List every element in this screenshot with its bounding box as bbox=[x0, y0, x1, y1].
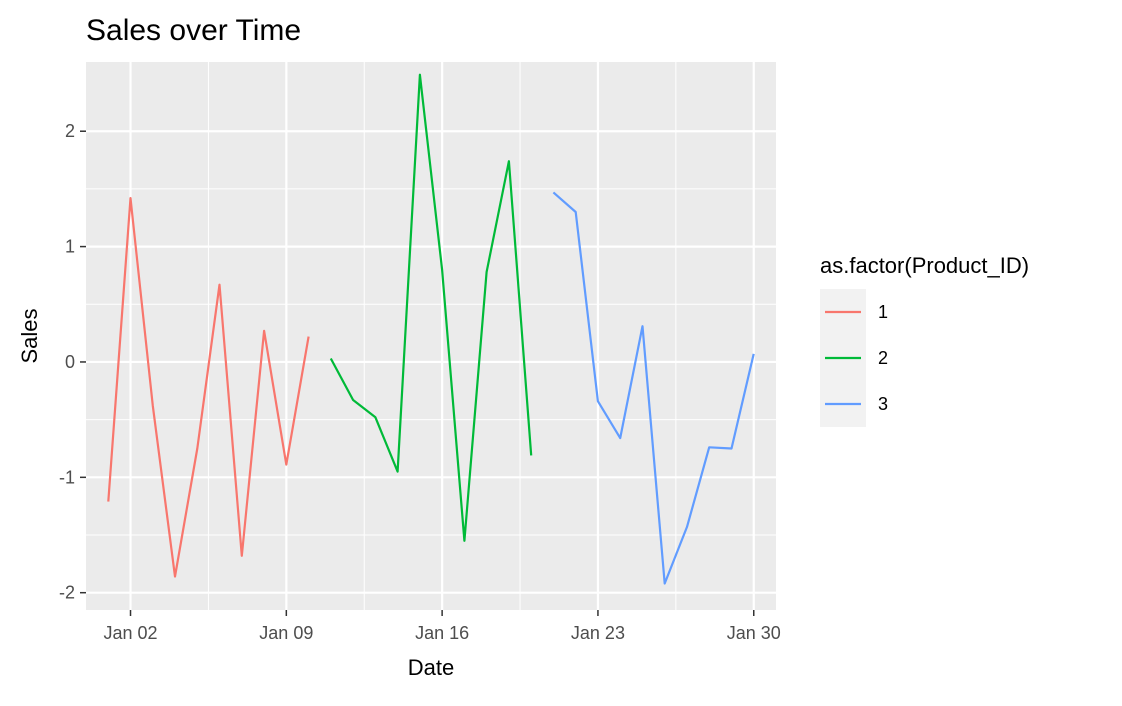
y-tick-label: 1 bbox=[65, 237, 75, 257]
legend-label-1: 1 bbox=[878, 302, 888, 322]
legend-label-2: 2 bbox=[878, 348, 888, 368]
y-axis: 2 1 0 -1 -2 bbox=[59, 121, 86, 603]
legend-title: as.factor(Product_ID) bbox=[820, 253, 1029, 278]
series-line-1 bbox=[107, 197, 310, 578]
y-axis-title: Sales bbox=[17, 308, 42, 363]
x-tick-label: Jan 09 bbox=[259, 623, 313, 643]
legend: as.factor(Product_ID) 1 2 3 bbox=[820, 253, 1029, 427]
series-line-3 bbox=[552, 191, 755, 585]
x-axis: Jan 02 Jan 09 Jan 16 Jan 23 Jan 30 bbox=[103, 610, 781, 643]
x-tick-label: Jan 16 bbox=[415, 623, 469, 643]
grid-layer bbox=[86, 62, 776, 610]
y-tick-label: 2 bbox=[65, 121, 75, 141]
series-line-2 bbox=[329, 73, 533, 542]
y-tick-label: -1 bbox=[59, 467, 75, 487]
y-tick-label: -2 bbox=[59, 583, 75, 603]
chart-title: Sales over Time bbox=[86, 14, 301, 47]
x-tick-label: Jan 02 bbox=[103, 623, 157, 643]
series-layer bbox=[107, 73, 755, 585]
x-axis-title: Date bbox=[408, 655, 454, 680]
x-tick-label: Jan 23 bbox=[571, 623, 625, 643]
plot-panel bbox=[86, 62, 776, 610]
y-tick-label: 0 bbox=[65, 352, 75, 372]
legend-items: 1 2 3 bbox=[825, 302, 888, 414]
legend-label-3: 3 bbox=[878, 394, 888, 414]
x-tick-label: Jan 30 bbox=[727, 623, 781, 643]
